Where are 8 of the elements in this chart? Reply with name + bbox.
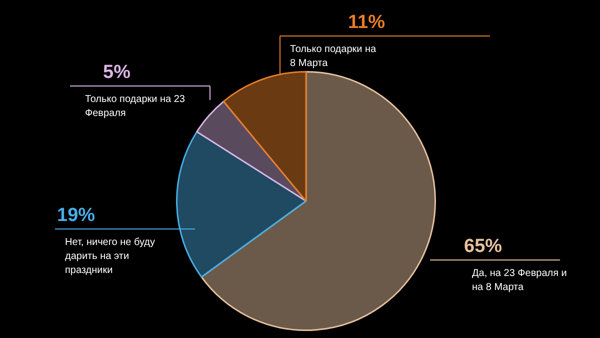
slice-label: Нет, ничего не буду дарить на эти праздники	[65, 237, 155, 276]
slice-label: Да, на 23 Февраля и на 8 Марта	[472, 268, 567, 293]
slice-label: Только подарки на 8 Марта	[290, 44, 377, 69]
slice-label: Только подарки на 23 Февраля	[85, 94, 186, 119]
data-label: 19%	[57, 205, 96, 226]
data-label: 65%	[464, 236, 502, 257]
data-label: 5%	[103, 62, 131, 83]
data-label: 11%	[348, 12, 386, 33]
